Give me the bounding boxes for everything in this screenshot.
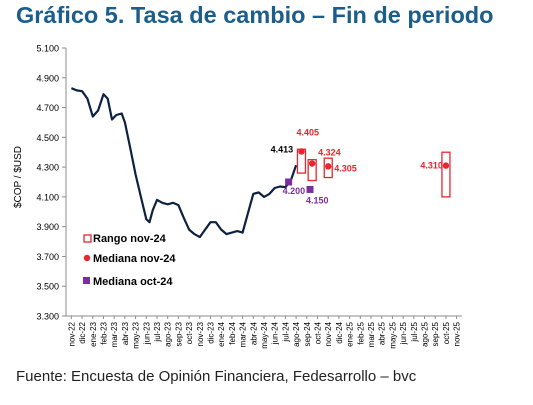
y-tick-label: 4.300	[36, 163, 59, 173]
x-tick-label: sep-23	[174, 321, 183, 346]
x-tick-label: may-25	[388, 321, 397, 348]
x-tick-label: jul-25	[410, 321, 419, 342]
y-tick-label: 4.900	[36, 73, 59, 83]
legend-range-swatch	[83, 234, 92, 243]
x-tick-label: oct-23	[185, 321, 194, 344]
x-tick-label: sep-25	[431, 321, 440, 346]
y-tick-label: 5.100	[36, 44, 59, 54]
x-tick-label: feb-23	[99, 321, 108, 344]
x-tick-label: mar-25	[367, 321, 376, 347]
median-nov24-point	[298, 148, 305, 155]
median-nov24-point	[442, 162, 450, 169]
median-nov24-point	[325, 163, 332, 170]
exchange-rate-chart: 3.300 3.500 3.700 3.900 4.100 4.300 4.500 4.700…	[13, 44, 462, 349]
y-tick-label: 3.700	[36, 252, 59, 262]
median-oct24-label: 4.200	[283, 186, 306, 196]
x-tick-label: abr-24	[249, 321, 258, 345]
x-tick-label: jun-24	[271, 321, 280, 345]
x-tick-label: feb-25	[356, 321, 365, 344]
median-nov24-label: 4.405	[296, 127, 319, 137]
median-nov24-label: 4.305	[334, 163, 357, 173]
x-tick-label: ene-25	[346, 321, 355, 346]
x-tick-label: mar-24	[239, 321, 248, 347]
x-tick-label: dic-24	[335, 321, 344, 343]
median-nov24-point	[308, 160, 316, 167]
x-tick-label: jul-23	[153, 321, 162, 342]
y-tick-label: 4.500	[36, 133, 59, 143]
median-nov24-label: 4.310	[420, 161, 443, 171]
legend-median-nov-swatch	[83, 254, 91, 262]
x-tick-label: ene-23	[89, 321, 98, 346]
y-tick-label: 3.500	[36, 282, 59, 292]
x-tick-label: jul-24	[281, 321, 290, 342]
chart-title: Gráfico 5. Tasa de cambio – Fin de perio…	[16, 2, 494, 28]
x-tick-label: nov-25	[453, 321, 462, 346]
legend-median-nov-label: Mediana nov-24	[93, 253, 176, 265]
legend-median-oct-label: Mediana oct-24	[93, 276, 173, 288]
median-oct24-point	[285, 178, 293, 186]
y-axis-label: $COP / $USD	[13, 146, 24, 208]
range-box	[441, 151, 451, 198]
x-tick-label: dic-22	[78, 321, 87, 343]
x-tick-label: nov-23	[196, 321, 205, 346]
y-tick-label: 3.300	[36, 312, 59, 322]
x-tick-label: abr-23	[121, 321, 130, 345]
median-oct24-label: 4.150	[306, 195, 329, 205]
x-tick-label: oct-25	[442, 321, 451, 344]
median-oct24-point	[306, 185, 314, 193]
x-tick-label: may-23	[132, 321, 141, 348]
x-tick-label: may-24	[260, 321, 269, 348]
median-markers	[285, 148, 450, 193]
x-tick-label: ago-25	[421, 321, 430, 346]
legend-range-label: Rango nov-24	[93, 233, 167, 245]
x-tick-label: sep-24	[303, 321, 312, 346]
source-note: Fuente: Encuesta de Opinión Financiera, …	[16, 368, 417, 385]
x-tick-label: dic-23	[206, 321, 215, 343]
x-tick-label: feb-24	[228, 321, 237, 344]
x-tick-label: abr-25	[378, 321, 387, 345]
x-tick-label: ago-23	[164, 321, 173, 346]
exchange-rate-line	[70, 87, 298, 239]
legend: Rango nov-24 Mediana nov-24 Mediana oct-…	[83, 233, 176, 288]
x-tick-label: ene-24	[217, 321, 226, 346]
x-tick-label: jun-23	[142, 321, 151, 345]
y-tick-label: 4.100	[36, 192, 59, 202]
x-tick-label: jun-25	[399, 321, 408, 345]
y-tick-label: 4.700	[36, 103, 59, 113]
x-tick-label: nov-22	[67, 321, 76, 346]
range-box	[307, 159, 317, 182]
x-tick-label: mar-23	[110, 321, 119, 347]
legend-median-oct-swatch	[83, 277, 90, 284]
median-nov24-label: 4.324	[318, 148, 341, 158]
x-tick-label: oct-24	[314, 321, 323, 344]
x-tick-label: nov-24	[324, 321, 333, 346]
x-axis-tick-labels: nov-22 dic-22 ene-23 feb-23 mar-23 abr-23 may-…	[67, 316, 462, 349]
x-tick-label: ago-24	[292, 321, 301, 346]
y-tick-label: 3.900	[36, 222, 59, 232]
last-value-label: 4.413	[271, 144, 294, 154]
